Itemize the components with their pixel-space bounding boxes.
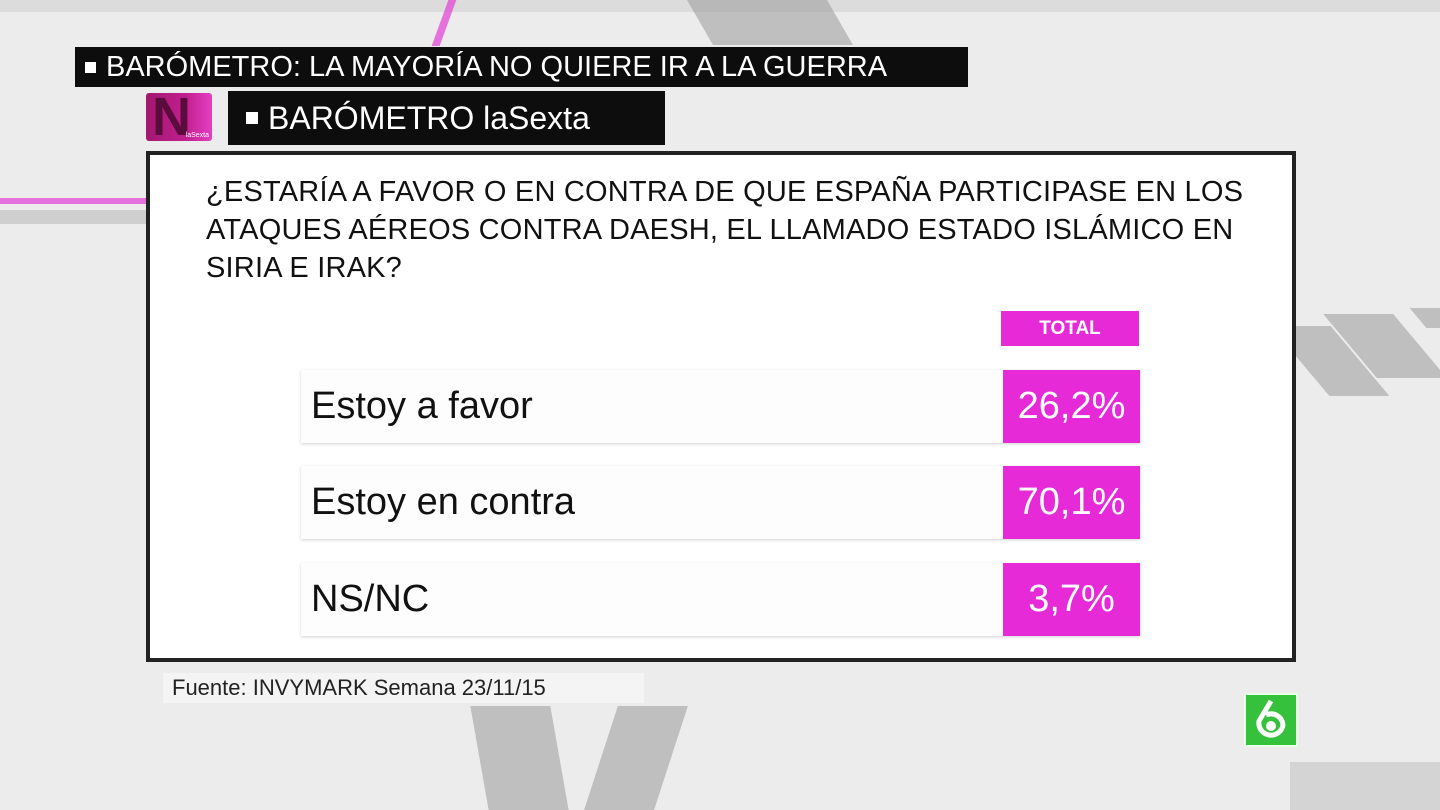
program-logo-letter: N	[152, 93, 191, 141]
result-value: 26,2%	[1003, 370, 1140, 443]
program-logo-small-text: laSexta	[185, 132, 209, 139]
la6-logo-icon	[1244, 693, 1298, 747]
headline-bar: BARÓMETRO: LA MAYORÍA NO QUIERE IR A LA …	[75, 47, 968, 87]
result-row: Estoy a favor 26,2%	[301, 370, 1140, 443]
result-row: NS/NC 3,7%	[301, 563, 1140, 636]
source-caption: Fuente: INVYMARK Semana 23/11/15	[163, 673, 644, 703]
result-value: 70,1%	[1003, 466, 1140, 539]
poll-panel: ¿ESTARÍA A FAVOR O EN CONTRA DE QUE ESPA…	[146, 151, 1296, 662]
program-title: BARÓMETRO laSexta	[268, 100, 590, 136]
result-label: Estoy a favor	[311, 385, 533, 427]
program-title-bar: BARÓMETRO laSexta	[228, 91, 665, 145]
bullet-square-icon	[246, 112, 258, 124]
result-label: NS/NC	[311, 578, 430, 620]
result-value: 3,7%	[1003, 563, 1140, 636]
poll-question: ¿ESTARÍA A FAVOR O EN CONTRA DE QUE ESPA…	[206, 176, 1244, 284]
program-logo: N laSexta	[146, 93, 212, 141]
result-row: Estoy en contra 70,1%	[301, 466, 1140, 539]
column-header-total: TOTAL	[1001, 311, 1139, 346]
headline-text: BARÓMETRO: LA MAYORÍA NO QUIERE IR A LA …	[106, 51, 888, 83]
bullet-square-icon	[85, 62, 96, 73]
result-label: Estoy en contra	[311, 481, 576, 523]
